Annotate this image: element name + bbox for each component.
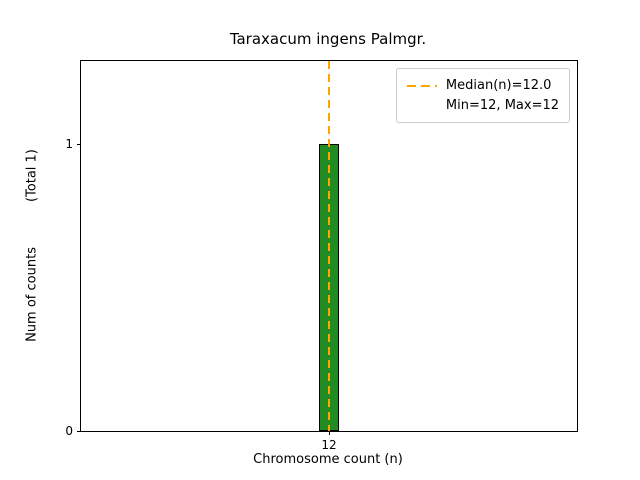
y-tick-mark-1 [77, 143, 81, 145]
median-dash-icon [406, 84, 437, 87]
y-tick-label-0: 0 [65, 424, 73, 438]
x-tick-mark [328, 431, 330, 435]
legend-label-minmax: Min=12, Max=12 [445, 97, 559, 113]
plot-area: 12 0 1 Median(n)=12.0 Min=12, Max=12 [65, 60, 578, 452]
y-tick-label-1: 1 [65, 137, 73, 152]
y-axis-label-text: Num of counts [24, 247, 40, 342]
legend: Median(n)=12.0 Min=12, Max=12 [395, 68, 570, 123]
x-tick-label: 12 [321, 438, 337, 452]
x-axis-label: Chromosome count (n) [253, 452, 403, 467]
legend-row-minmax: Min=12, Max=12 [446, 96, 559, 116]
median-line [328, 61, 330, 431]
y-axis-label: Num of counts (Total 1) [24, 61, 41, 431]
y-axis-label-total: (Total 1) [24, 149, 40, 203]
legend-label-median: Median(n)=12.0 [445, 78, 552, 93]
y-tick-mark-0 [77, 430, 81, 432]
legend-row-median: Median(n)=12.0 [406, 76, 559, 96]
chart-title: Taraxacum ingens Palmgr. [229, 30, 427, 48]
